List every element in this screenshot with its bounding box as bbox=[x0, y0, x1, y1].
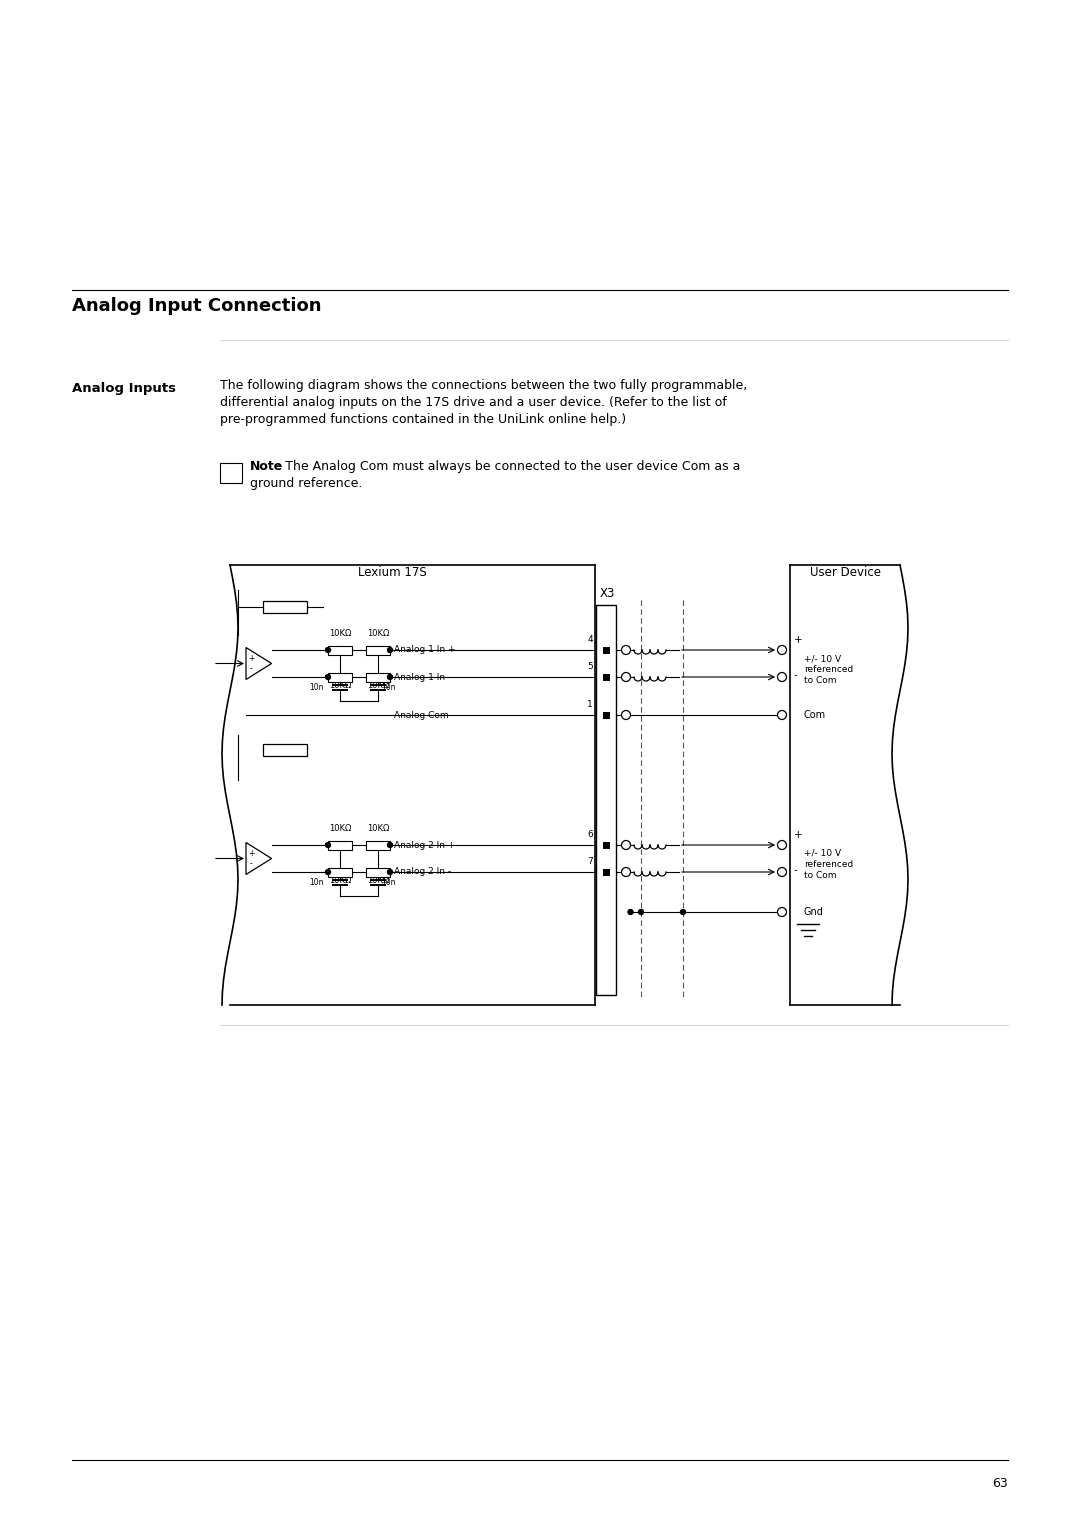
Circle shape bbox=[778, 711, 786, 720]
Text: 10KΩ: 10KΩ bbox=[367, 876, 389, 885]
Bar bbox=[596, 605, 616, 995]
Text: Analog 1 In +: Analog 1 In + bbox=[394, 645, 456, 654]
Text: Note: Note bbox=[249, 460, 283, 474]
Text: ground reference.: ground reference. bbox=[249, 477, 363, 490]
Text: Lexium 17S: Lexium 17S bbox=[359, 565, 427, 579]
Text: 10n: 10n bbox=[381, 879, 395, 888]
Text: -: - bbox=[794, 865, 798, 876]
Bar bbox=[603, 646, 609, 654]
Text: +: + bbox=[247, 848, 254, 857]
Circle shape bbox=[621, 672, 631, 681]
Text: Analog 1 In -: Analog 1 In - bbox=[394, 672, 451, 681]
Bar bbox=[366, 868, 390, 877]
Text: +: + bbox=[794, 830, 802, 840]
Text: 10n: 10n bbox=[310, 879, 324, 888]
Text: +: + bbox=[247, 654, 254, 663]
Bar bbox=[264, 744, 307, 756]
Text: 6: 6 bbox=[588, 830, 593, 839]
Text: 10n: 10n bbox=[310, 683, 324, 692]
Circle shape bbox=[680, 909, 686, 914]
Bar bbox=[328, 645, 352, 654]
Text: 10n: 10n bbox=[381, 683, 395, 692]
Text: 10KΩ: 10KΩ bbox=[328, 824, 351, 833]
Text: 4: 4 bbox=[588, 636, 593, 643]
Text: Analog 2 In +: Analog 2 In + bbox=[394, 840, 456, 850]
Circle shape bbox=[388, 674, 392, 680]
Bar bbox=[603, 842, 609, 848]
Bar bbox=[328, 840, 352, 850]
Circle shape bbox=[621, 711, 631, 720]
Bar bbox=[603, 868, 609, 876]
Text: +/- 10 V
referenced
to Com: +/- 10 V referenced to Com bbox=[804, 654, 853, 685]
Bar bbox=[220, 463, 242, 483]
Text: 1: 1 bbox=[588, 700, 593, 709]
Circle shape bbox=[325, 869, 330, 874]
Bar bbox=[366, 840, 390, 850]
Text: X3: X3 bbox=[600, 587, 616, 601]
Text: -: - bbox=[249, 665, 253, 674]
Circle shape bbox=[778, 645, 786, 654]
Circle shape bbox=[621, 645, 631, 654]
Text: 5: 5 bbox=[588, 662, 593, 671]
Bar bbox=[366, 645, 390, 654]
Circle shape bbox=[388, 869, 392, 874]
Text: 10KΩ: 10KΩ bbox=[367, 824, 389, 833]
Text: 10KΩ: 10KΩ bbox=[328, 630, 351, 639]
Text: : The Analog Com must always be connected to the user device Com as a: : The Analog Com must always be connecte… bbox=[276, 460, 741, 474]
Bar bbox=[603, 712, 609, 718]
Text: Analog Input Connection: Analog Input Connection bbox=[72, 296, 322, 315]
Text: Analog Com: Analog Com bbox=[394, 711, 448, 720]
Text: 10KΩ: 10KΩ bbox=[328, 681, 351, 691]
Text: differential analog inputs on the 17S drive and a user device. (Refer to the lis: differential analog inputs on the 17S dr… bbox=[220, 396, 727, 410]
Text: The following diagram shows the connections between the two fully programmable,: The following diagram shows the connecti… bbox=[220, 379, 747, 393]
Text: 10KΩ: 10KΩ bbox=[367, 630, 389, 639]
Bar bbox=[603, 674, 609, 680]
Text: 10KΩ: 10KΩ bbox=[367, 681, 389, 691]
Circle shape bbox=[627, 909, 633, 914]
Text: +: + bbox=[794, 636, 802, 645]
Circle shape bbox=[778, 840, 786, 850]
Text: pre-programmed functions contained in the UniLink online help.): pre-programmed functions contained in th… bbox=[220, 413, 626, 426]
Text: Analog 2 In -: Analog 2 In - bbox=[394, 868, 451, 877]
Circle shape bbox=[778, 868, 786, 877]
Text: Com: Com bbox=[804, 711, 826, 720]
Circle shape bbox=[778, 672, 786, 681]
Text: 10KΩ: 10KΩ bbox=[328, 876, 351, 885]
Text: User Device: User Device bbox=[810, 565, 880, 579]
Text: -: - bbox=[794, 669, 798, 680]
Text: Analog Inputs: Analog Inputs bbox=[72, 382, 176, 396]
Bar bbox=[366, 672, 390, 681]
Circle shape bbox=[325, 674, 330, 680]
Text: 63: 63 bbox=[993, 1478, 1008, 1490]
Circle shape bbox=[325, 648, 330, 652]
Circle shape bbox=[621, 840, 631, 850]
Bar bbox=[264, 601, 307, 613]
Circle shape bbox=[621, 868, 631, 877]
Circle shape bbox=[325, 842, 330, 848]
Text: -: - bbox=[249, 859, 253, 868]
Circle shape bbox=[778, 908, 786, 917]
Text: +/- 10 V
referenced
to Com: +/- 10 V referenced to Com bbox=[804, 850, 853, 880]
Text: 7: 7 bbox=[588, 857, 593, 866]
Circle shape bbox=[388, 648, 392, 652]
Bar bbox=[328, 672, 352, 681]
Bar bbox=[328, 868, 352, 877]
Text: Gnd: Gnd bbox=[804, 908, 824, 917]
Circle shape bbox=[388, 842, 392, 848]
Circle shape bbox=[638, 909, 644, 914]
